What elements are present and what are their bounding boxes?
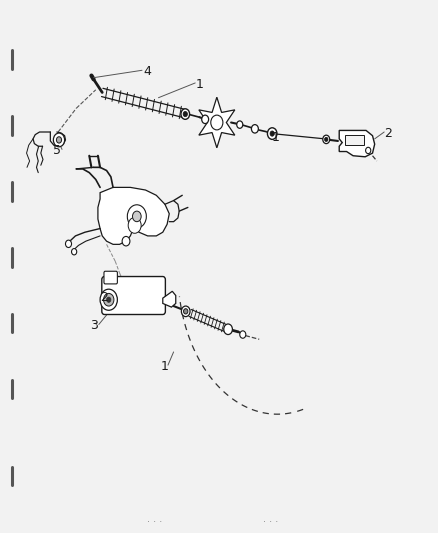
Circle shape: [202, 115, 208, 124]
Text: . . .: . . .: [263, 514, 279, 523]
Text: 2: 2: [384, 127, 392, 140]
FancyBboxPatch shape: [104, 271, 117, 284]
Text: 2: 2: [100, 290, 108, 304]
Text: 1: 1: [271, 131, 279, 144]
Text: 1: 1: [161, 360, 169, 373]
Circle shape: [53, 133, 65, 147]
Circle shape: [240, 331, 246, 338]
Circle shape: [251, 125, 258, 133]
Text: 4: 4: [144, 65, 152, 78]
Circle shape: [103, 293, 114, 306]
Text: 3: 3: [90, 319, 98, 332]
Circle shape: [224, 324, 233, 335]
Polygon shape: [345, 135, 364, 145]
Text: . . .: . . .: [146, 514, 162, 523]
Circle shape: [237, 121, 243, 128]
Circle shape: [106, 297, 111, 302]
Circle shape: [57, 137, 62, 143]
Circle shape: [128, 217, 141, 233]
Circle shape: [323, 135, 330, 143]
Circle shape: [325, 138, 328, 141]
Circle shape: [211, 115, 223, 130]
Circle shape: [127, 205, 146, 228]
Circle shape: [133, 211, 141, 222]
Text: 5: 5: [53, 144, 61, 157]
Polygon shape: [163, 292, 176, 307]
Circle shape: [66, 240, 71, 247]
Polygon shape: [199, 97, 235, 148]
Circle shape: [122, 237, 130, 246]
Circle shape: [100, 289, 117, 310]
Circle shape: [71, 248, 77, 255]
Circle shape: [366, 147, 371, 154]
Circle shape: [183, 111, 187, 117]
Text: 1: 1: [196, 78, 204, 91]
FancyBboxPatch shape: [102, 277, 166, 314]
Circle shape: [184, 309, 188, 314]
Circle shape: [270, 131, 274, 136]
Circle shape: [268, 128, 277, 140]
Polygon shape: [98, 188, 169, 244]
Polygon shape: [339, 131, 374, 157]
Circle shape: [181, 306, 190, 317]
Circle shape: [181, 109, 190, 119]
